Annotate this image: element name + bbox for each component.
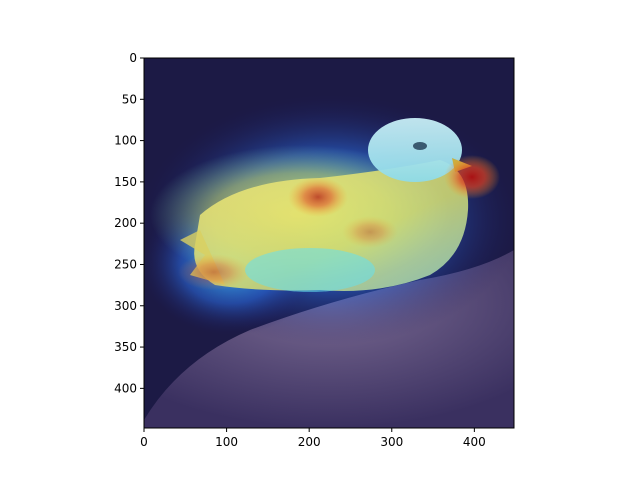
- y-tick-label: 200: [114, 216, 137, 230]
- y-axis: 0 50 100 150 200 250 300 350 400: [114, 51, 144, 395]
- x-axis: 0 100 200 300 400: [140, 428, 486, 449]
- x-tick-label: 400: [463, 435, 486, 449]
- y-tick-label: 0: [129, 51, 137, 65]
- y-tick-label: 250: [114, 257, 137, 271]
- x-tick-label: 100: [215, 435, 238, 449]
- heatmap-overlay-image: [144, 58, 514, 428]
- x-tick-label: 200: [298, 435, 321, 449]
- y-tick-label: 400: [114, 381, 137, 395]
- y-tick-label: 150: [114, 175, 137, 189]
- y-tick-label: 300: [114, 299, 137, 313]
- y-tick-label: 350: [114, 340, 137, 354]
- y-tick-label: 50: [122, 92, 137, 106]
- axes-frame: [143, 57, 515, 429]
- x-tick-label: 300: [380, 435, 403, 449]
- y-tick-label: 100: [114, 134, 137, 148]
- x-tick-label: 0: [140, 435, 148, 449]
